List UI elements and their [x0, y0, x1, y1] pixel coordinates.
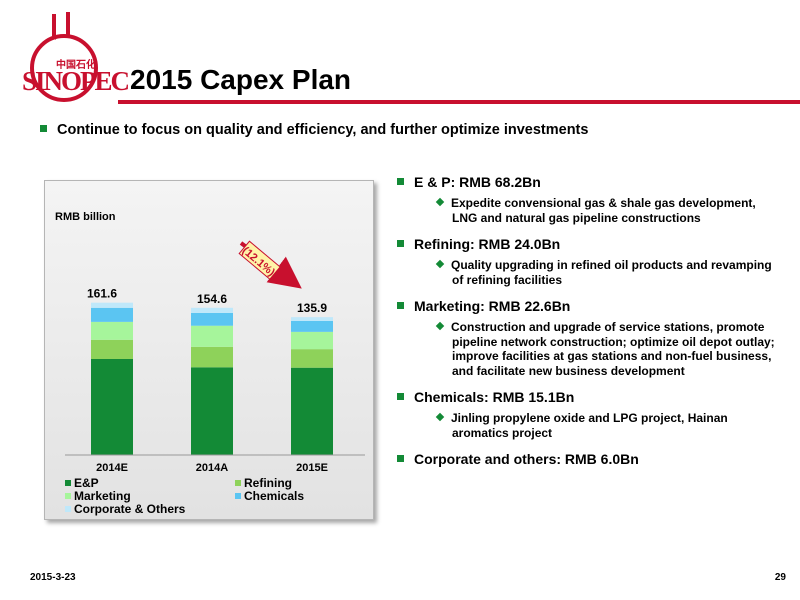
section-4: Corporate and others: RMB 6.0Bn [397, 451, 787, 468]
legend-label: Corporate & Others [74, 502, 186, 516]
section-heading-text: Marketing: RMB 22.6Bn [414, 298, 571, 314]
bar-segment-2014A-corporate-others [191, 307, 233, 313]
bullet-diamond-icon [435, 197, 445, 207]
logo-chinese-name: 中国石化 [56, 60, 96, 71]
capex-chart-panel: RMB billion 161.6 2014E 154.6 2014A 135.9 201… [44, 180, 374, 520]
bar-segment-2014E-chemicals [91, 307, 133, 322]
section-1: Refining: RMB 24.0Bn Quality upgrading in… [397, 236, 787, 287]
bar-segment-2015E-refining [291, 349, 333, 368]
bar-segment-2014A-chemicals [191, 312, 233, 326]
main-bullet: Continue to focus on quality and efficie… [40, 122, 588, 138]
sinopec-logo-mark-icon [30, 12, 98, 102]
category-label: 2015E [296, 462, 328, 474]
bar-segment-2015E-marketing [291, 331, 333, 350]
bullet-diamond-icon [435, 321, 445, 331]
bar-segment-2014A-e-p [191, 367, 233, 455]
section-3: Chemicals: RMB 15.1Bn Jinling propylene o… [397, 389, 787, 440]
chart-y-axis-label: RMB billion [55, 211, 116, 223]
legend-item: E&P [65, 477, 99, 490]
bullet-square-icon [397, 239, 404, 247]
bullet-square-icon [397, 454, 404, 462]
bar-segment-2015E-corporate-others [291, 317, 333, 321]
section-heading-text: Refining: RMB 24.0Bn [414, 236, 561, 252]
main-bullet-text: Continue to focus on quality and efficie… [57, 122, 589, 138]
legend-item: Chemicals [235, 490, 304, 503]
section-detail: Construction and upgrade of service stat… [435, 320, 777, 378]
legend-label: E&P [74, 476, 99, 490]
legend-label: Marketing [74, 489, 131, 503]
section-heading-text: Corporate and others: RMB 6.0Bn [414, 451, 639, 467]
legend-swatch [235, 492, 241, 499]
section-detail-text: Construction and upgrade of service stat… [451, 320, 775, 378]
category-label: 2014A [196, 462, 228, 474]
legend-swatch [65, 479, 71, 486]
section-heading-text: Chemicals: RMB 15.1Bn [414, 389, 575, 405]
decline-annotation: (12.1%) [238, 240, 281, 280]
section-2: Marketing: RMB 22.6Bn Construction and up… [397, 298, 787, 378]
sinopec-logo: 中国石化 SINOPEC [22, 10, 130, 106]
bar-segment-2014E-corporate-others [91, 302, 133, 308]
section-detail: Jinling propylene oxide and LPG project,… [435, 411, 777, 440]
bullet-square-icon [397, 301, 404, 309]
section-detail: Quality upgrading in refined oil product… [435, 258, 777, 287]
legend-swatch [65, 492, 71, 499]
legend-item: Refining [235, 477, 292, 490]
bullet-square-icon [397, 177, 404, 185]
legend-label: Refining [244, 476, 292, 490]
logo-wordmark: SINOPEC [22, 66, 130, 96]
bullet-diamond-icon [435, 259, 445, 269]
legend-swatch [65, 505, 71, 512]
section-heading: Marketing: RMB 22.6Bn [397, 298, 787, 315]
section-detail-text: Jinling propylene oxide and LPG project,… [451, 411, 728, 440]
legend-label: Chemicals [244, 489, 305, 503]
bullet-square-icon [40, 124, 47, 132]
section-detail-text: Quality upgrading in refined oil product… [451, 258, 772, 287]
bullet-square-icon [397, 392, 404, 400]
annotation-box [238, 240, 281, 280]
bar-segment-2015E-chemicals [291, 320, 333, 332]
section-heading: E & P: RMB 68.2Bn [397, 174, 787, 191]
legend-item: Corporate & Others [65, 503, 185, 516]
bar-total-label: 154.6 [197, 292, 227, 306]
bar-segment-2014E-marketing [91, 321, 133, 340]
bullet-diamond-icon [435, 412, 445, 422]
bar-segment-2014A-marketing [191, 325, 233, 347]
page-title: 2015 Capex Plan [130, 64, 352, 95]
bar-total-label: 135.9 [297, 301, 327, 315]
footer-date: 2015-3-23 [30, 572, 76, 583]
legend-item: Marketing [65, 490, 131, 503]
section-heading: Chemicals: RMB 15.1Bn [397, 389, 787, 406]
section-0: E & P: RMB 68.2Bn Expedite convensional g… [397, 174, 787, 225]
section-heading: Corporate and others: RMB 6.0Bn [397, 451, 787, 468]
section-detail-text: Expedite convensional gas & shale gas de… [451, 196, 756, 225]
capex-breakdown-list: E & P: RMB 68.2Bn Expedite convensional g… [397, 174, 787, 479]
section-heading-text: E & P: RMB 68.2Bn [414, 174, 541, 190]
bar-segment-2014E-e-p [91, 359, 133, 455]
bar-segment-2014E-refining [91, 339, 133, 359]
section-detail: Expedite convensional gas & shale gas de… [435, 196, 777, 225]
page-number: 29 [774, 572, 786, 583]
legend-swatch [235, 479, 241, 486]
bar-total-label: 161.6 [87, 287, 117, 301]
category-label: 2014E [96, 462, 128, 474]
capex-stacked-bar-chart: 161.6 2014E 154.6 2014A 135.9 2015E (12.1%) [65, 240, 365, 474]
bar-segment-2015E-e-p [291, 367, 333, 455]
title-divider [118, 100, 800, 104]
section-heading: Refining: RMB 24.0Bn [397, 236, 787, 253]
bar-segment-2014A-refining [191, 346, 233, 368]
